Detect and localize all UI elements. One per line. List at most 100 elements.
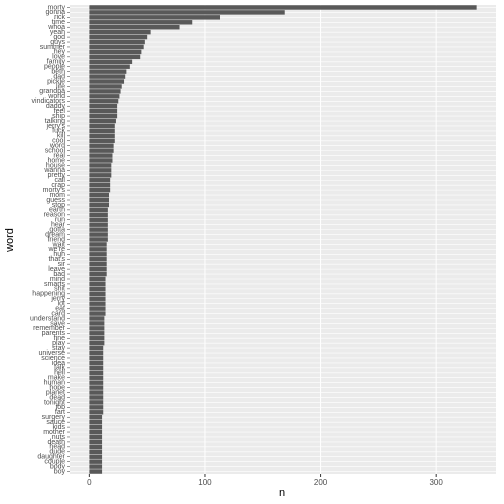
bar	[89, 79, 125, 84]
y-tick-label: jerry	[50, 296, 65, 303]
bar	[89, 415, 103, 420]
bar	[89, 138, 115, 143]
bar	[89, 99, 119, 104]
bar	[89, 153, 113, 158]
y-tick-label: play	[52, 340, 65, 347]
y-tick-label: talk	[54, 365, 65, 372]
y-tick-label: wanna	[43, 167, 65, 174]
bar	[89, 202, 110, 208]
y-tick-label: guys	[50, 39, 65, 46]
y-tick-label: kids	[53, 424, 66, 431]
bar	[89, 232, 108, 237]
y-tick-label: huh	[53, 251, 65, 258]
y-tick-label: hell	[54, 370, 65, 377]
bar	[89, 59, 133, 64]
bar	[89, 123, 115, 129]
y-tick-label: guess	[46, 197, 65, 204]
y-tick-label: wait	[52, 241, 66, 248]
bar	[89, 252, 107, 257]
y-tick-label: remember	[33, 325, 66, 332]
y-tick-label: hear	[51, 222, 66, 229]
y-tick-label: summer	[40, 44, 66, 51]
y-tick-label: family	[47, 59, 66, 66]
y-tick-label: school	[45, 147, 66, 154]
bar	[89, 261, 107, 267]
y-tick-label: jerry's	[46, 123, 66, 130]
bar	[89, 118, 116, 124]
y-tick-label: we're	[47, 246, 65, 253]
bar	[89, 424, 103, 430]
y-tick-label: cool	[52, 138, 65, 145]
bar	[89, 74, 126, 79]
bar	[89, 44, 144, 50]
bar	[89, 340, 105, 346]
x-tick-label: 0	[87, 478, 92, 487]
y-tick-label: universe	[39, 350, 66, 357]
y-tick-label: people	[44, 64, 65, 71]
y-tick-label: human	[44, 380, 66, 387]
bar	[89, 454, 103, 459]
bar	[89, 227, 108, 232]
y-tick-label: morty's	[43, 187, 66, 194]
x-tick-label: 200	[314, 478, 328, 487]
bar	[89, 173, 112, 178]
y-tick-label: body	[50, 463, 66, 470]
y-tick-label: rick	[54, 14, 65, 21]
bar	[89, 326, 105, 331]
y-tick-label: god	[53, 34, 65, 41]
y-tick-label: leave	[48, 266, 65, 273]
y-tick-label: time	[52, 19, 65, 26]
bar	[89, 143, 114, 148]
y-tick-label: pickle	[47, 78, 65, 85]
y-tick-label: job	[55, 404, 65, 411]
y-tick-label: death	[47, 439, 65, 446]
y-tick-label: friend	[47, 236, 65, 243]
y-tick-label: fart	[55, 409, 65, 416]
bar	[89, 242, 107, 247]
y-tick-label: boy	[54, 468, 66, 475]
y-tick-label: smarts	[44, 281, 66, 288]
bar	[89, 257, 107, 262]
bar	[89, 380, 104, 385]
bar	[89, 163, 112, 168]
y-tick-label: bad	[53, 271, 65, 278]
y-tick-label: couple	[44, 459, 65, 466]
y-tick-label: world	[47, 93, 65, 100]
y-tick-label: happening	[32, 291, 65, 298]
bar	[89, 237, 108, 242]
bar	[89, 365, 104, 371]
bar	[89, 20, 193, 25]
y-tick-label: that's	[48, 256, 65, 263]
bar	[89, 49, 142, 55]
bar	[89, 192, 110, 198]
y-tick-label: kill	[57, 133, 66, 140]
y-tick-label: word	[49, 143, 65, 150]
y-tick-label: dude	[49, 449, 65, 456]
bar	[89, 400, 104, 405]
y-tick-label: ship	[52, 113, 65, 120]
y-tick-label: life	[56, 83, 65, 90]
y-tick-label: home	[47, 157, 65, 164]
y-tick-label: gonna	[46, 9, 66, 16]
y-tick-label: grandpa	[39, 88, 65, 95]
y-tick-label: whoa	[47, 24, 65, 31]
bar	[89, 212, 108, 218]
y-tick-label: shit	[54, 286, 65, 293]
y-tick-label: beth	[51, 68, 65, 75]
y-tick-label: make	[48, 375, 65, 382]
bar	[89, 178, 111, 183]
y-tick-label: love	[52, 54, 65, 61]
bar	[89, 187, 111, 193]
bar	[89, 133, 115, 139]
bar	[89, 316, 105, 321]
bar	[89, 429, 103, 435]
bar	[89, 331, 105, 336]
y-tick-label: planet	[46, 389, 65, 396]
y-tick-label: stop	[52, 202, 65, 209]
bar	[89, 182, 111, 188]
bar	[89, 24, 180, 30]
y-tick-label: nuts	[52, 434, 66, 441]
x-tick-label: 100	[198, 478, 212, 487]
y-tick-label: hey	[54, 49, 66, 56]
y-tick-label: tonight	[44, 399, 65, 406]
